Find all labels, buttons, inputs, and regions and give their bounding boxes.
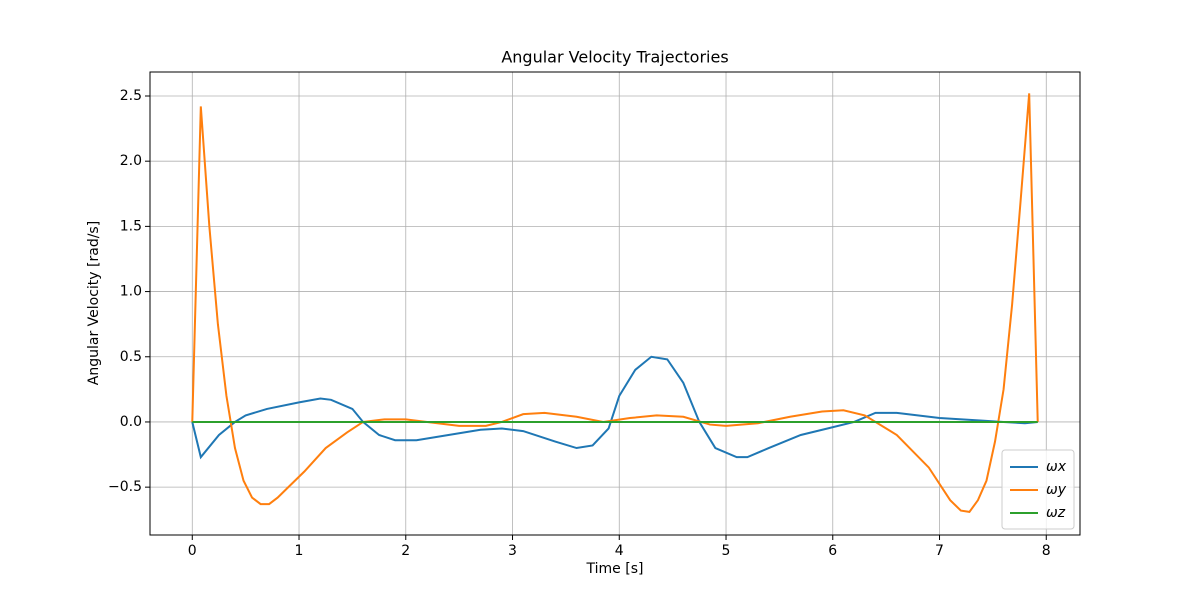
chart-title: Angular Velocity Trajectories [501, 48, 728, 67]
x-tick-label: 5 [722, 543, 731, 559]
x-tick-label: 4 [615, 543, 624, 559]
y-tick-label: 1.5 [120, 218, 142, 234]
y-tick-label: −0.5 [108, 479, 142, 495]
y-tick-label: 1.0 [120, 284, 142, 300]
x-tick-label: 0 [188, 543, 197, 559]
x-axis-label: Time [s] [586, 561, 644, 577]
y-tick-label: 0.5 [120, 349, 142, 365]
line [191, 355, 1038, 460]
legend-label: ωy [1046, 482, 1067, 498]
legend-label: ωz [1046, 505, 1066, 521]
y-tick-label: 2.5 [120, 88, 142, 104]
y-axis-label: Angular Velocity [rad/s] [86, 221, 102, 385]
plot-frame [149, 71, 1081, 536]
line [191, 93, 1039, 514]
x-tick-label: 2 [401, 543, 410, 559]
x-tick-label: 1 [295, 543, 304, 559]
x-tick-label: 3 [508, 543, 517, 559]
x-tick-label: 7 [935, 543, 944, 559]
legend-label: ωx [1046, 459, 1067, 475]
y-tick-label: 2.0 [120, 153, 142, 169]
x-tick-label: 6 [828, 543, 837, 559]
x-tick-label: 8 [1042, 543, 1051, 559]
y-tick-label: 0.0 [120, 414, 142, 430]
